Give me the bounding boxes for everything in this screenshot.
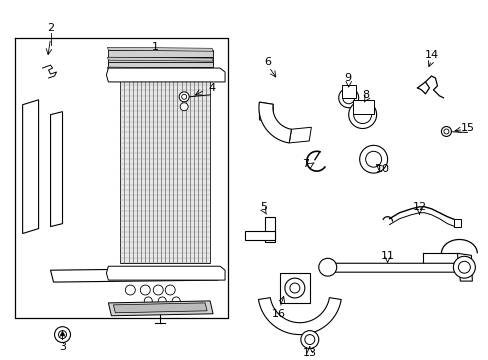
Polygon shape	[264, 217, 274, 242]
Polygon shape	[113, 303, 207, 313]
Circle shape	[348, 101, 376, 129]
Polygon shape	[453, 219, 461, 226]
Text: 11: 11	[380, 251, 394, 261]
Text: 4: 4	[208, 83, 215, 93]
Polygon shape	[108, 57, 213, 64]
Polygon shape	[352, 100, 373, 114]
Polygon shape	[259, 102, 291, 143]
Circle shape	[300, 330, 318, 348]
Circle shape	[182, 94, 186, 99]
Text: 8: 8	[361, 90, 368, 100]
Circle shape	[289, 283, 299, 293]
Polygon shape	[107, 57, 213, 61]
Circle shape	[140, 285, 150, 295]
Polygon shape	[258, 298, 341, 334]
Circle shape	[158, 297, 166, 305]
Polygon shape	[50, 112, 62, 226]
Circle shape	[165, 285, 175, 295]
Circle shape	[318, 258, 336, 276]
Circle shape	[457, 261, 469, 273]
Polygon shape	[341, 85, 355, 98]
Polygon shape	[259, 102, 273, 122]
Polygon shape	[106, 266, 224, 280]
Circle shape	[285, 278, 304, 298]
Polygon shape	[244, 230, 274, 240]
Polygon shape	[50, 268, 218, 282]
Circle shape	[443, 129, 448, 134]
Polygon shape	[108, 50, 213, 57]
Circle shape	[59, 330, 66, 338]
Circle shape	[179, 92, 189, 102]
Circle shape	[452, 256, 474, 278]
Text: 12: 12	[411, 202, 426, 212]
Circle shape	[359, 145, 387, 173]
Circle shape	[125, 285, 135, 295]
Text: 6: 6	[264, 57, 271, 67]
Circle shape	[304, 334, 314, 345]
Circle shape	[153, 285, 163, 295]
Text: 2: 2	[47, 23, 54, 33]
Text: 14: 14	[424, 50, 438, 60]
Polygon shape	[22, 100, 39, 234]
Circle shape	[144, 297, 152, 305]
Circle shape	[180, 103, 188, 111]
Text: 15: 15	[459, 122, 473, 132]
Polygon shape	[456, 253, 471, 281]
Polygon shape	[279, 273, 309, 303]
Text: 5: 5	[260, 202, 267, 212]
Text: 1: 1	[151, 42, 159, 52]
Circle shape	[172, 297, 180, 305]
Text: 16: 16	[271, 309, 285, 319]
Polygon shape	[329, 263, 458, 272]
Polygon shape	[106, 68, 224, 82]
Text: 3: 3	[59, 342, 66, 352]
Circle shape	[55, 327, 70, 342]
Text: 13: 13	[302, 348, 316, 359]
Polygon shape	[108, 62, 213, 67]
Polygon shape	[288, 127, 311, 143]
Circle shape	[338, 88, 358, 108]
Circle shape	[353, 106, 371, 123]
Circle shape	[61, 333, 64, 336]
Circle shape	[342, 92, 354, 104]
Circle shape	[365, 151, 381, 167]
Polygon shape	[107, 47, 213, 51]
Polygon shape	[107, 67, 213, 71]
Circle shape	[441, 126, 450, 136]
Text: 9: 9	[344, 73, 350, 83]
Polygon shape	[108, 301, 213, 316]
Text: 10: 10	[375, 164, 389, 174]
Polygon shape	[120, 80, 210, 263]
Text: 7: 7	[302, 159, 309, 169]
